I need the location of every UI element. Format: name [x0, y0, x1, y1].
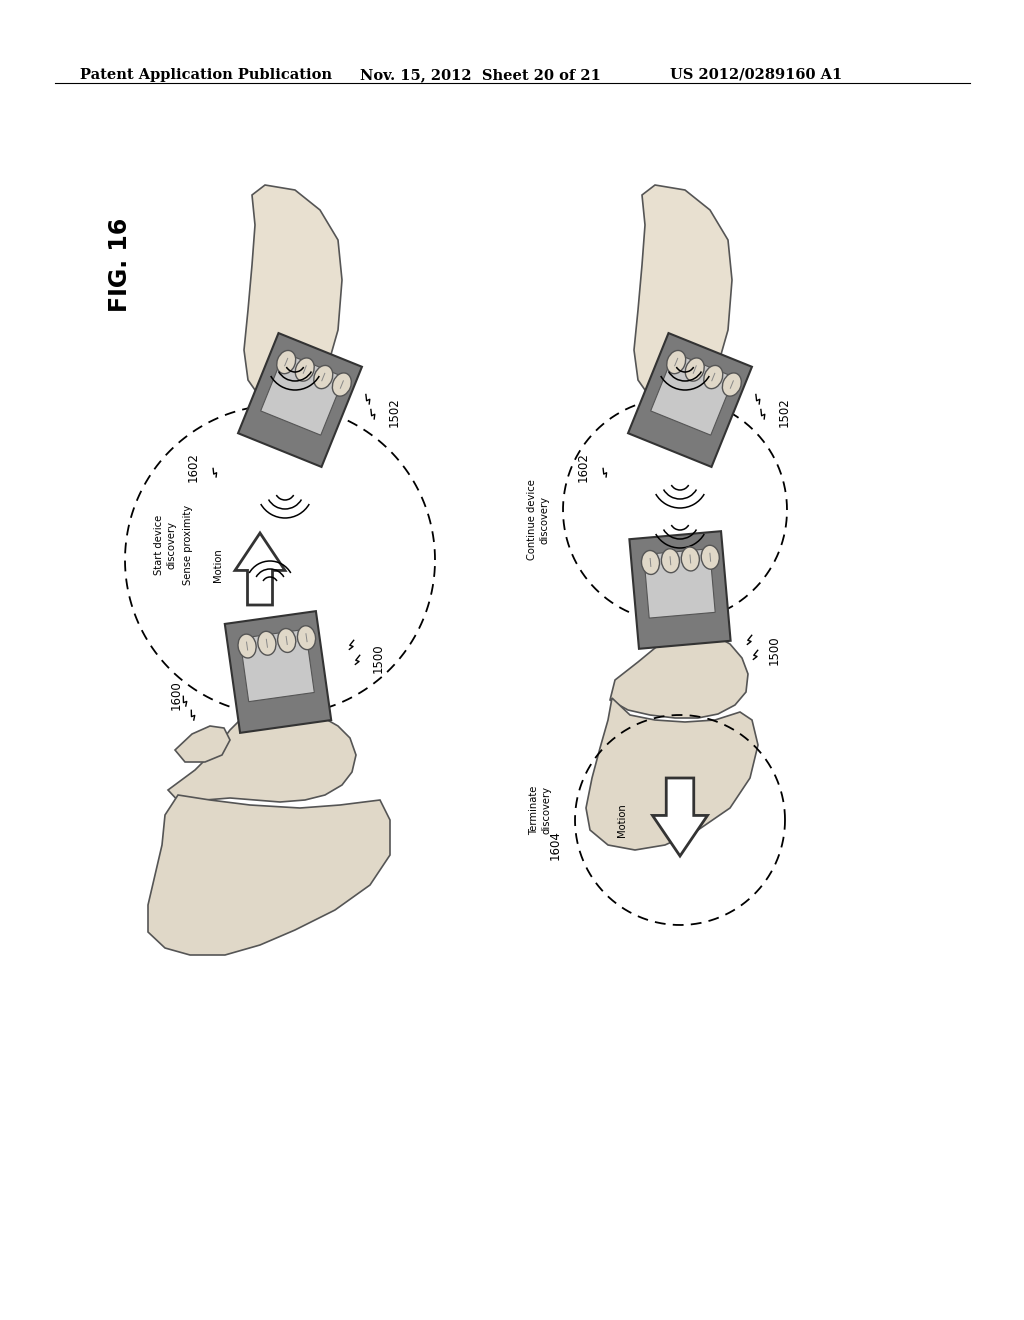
- Polygon shape: [261, 352, 344, 436]
- Text: Sense proximity: Sense proximity: [183, 506, 193, 585]
- Polygon shape: [168, 710, 356, 805]
- Text: 1502: 1502: [778, 397, 791, 426]
- Text: Nov. 15, 2012  Sheet 20 of 21: Nov. 15, 2012 Sheet 20 of 21: [360, 69, 601, 82]
- Text: US 2012/0289160 A1: US 2012/0289160 A1: [670, 69, 843, 82]
- Ellipse shape: [313, 366, 333, 388]
- Text: Terminate
discovery: Terminate discovery: [528, 785, 551, 834]
- Polygon shape: [634, 185, 732, 412]
- Text: Motion: Motion: [617, 803, 627, 837]
- Text: Start device
discovery: Start device discovery: [154, 515, 176, 576]
- Ellipse shape: [667, 350, 686, 374]
- Ellipse shape: [278, 628, 296, 652]
- Ellipse shape: [722, 374, 741, 396]
- Text: Continue device
discovery: Continue device discovery: [526, 479, 549, 561]
- Polygon shape: [586, 698, 758, 850]
- Text: 1600: 1600: [170, 680, 182, 710]
- Text: Motion: Motion: [213, 548, 223, 582]
- Ellipse shape: [703, 366, 723, 388]
- Text: 1602: 1602: [187, 451, 200, 482]
- Polygon shape: [225, 611, 331, 733]
- Polygon shape: [652, 777, 708, 855]
- Polygon shape: [148, 795, 390, 954]
- Ellipse shape: [238, 634, 256, 657]
- Text: 1502: 1502: [388, 397, 401, 426]
- Polygon shape: [175, 726, 230, 762]
- Polygon shape: [234, 533, 285, 605]
- Ellipse shape: [276, 350, 296, 374]
- Polygon shape: [628, 333, 752, 467]
- Polygon shape: [630, 531, 730, 649]
- Polygon shape: [610, 632, 748, 718]
- Polygon shape: [240, 630, 314, 702]
- Text: 1604: 1604: [549, 830, 561, 859]
- Ellipse shape: [295, 358, 314, 381]
- Polygon shape: [238, 333, 361, 467]
- Polygon shape: [244, 185, 342, 412]
- Ellipse shape: [258, 631, 275, 655]
- Ellipse shape: [297, 626, 315, 649]
- Text: 1500: 1500: [372, 643, 385, 673]
- Text: 1602: 1602: [577, 451, 590, 482]
- Ellipse shape: [641, 550, 659, 574]
- Polygon shape: [650, 352, 734, 436]
- Ellipse shape: [662, 549, 680, 573]
- Text: 1500: 1500: [768, 635, 781, 665]
- Ellipse shape: [333, 374, 351, 396]
- Polygon shape: [644, 549, 715, 618]
- Text: FIG. 16: FIG. 16: [108, 218, 132, 312]
- Ellipse shape: [685, 358, 705, 381]
- Ellipse shape: [681, 546, 699, 572]
- Text: Patent Application Publication: Patent Application Publication: [80, 69, 332, 82]
- Ellipse shape: [701, 545, 719, 569]
